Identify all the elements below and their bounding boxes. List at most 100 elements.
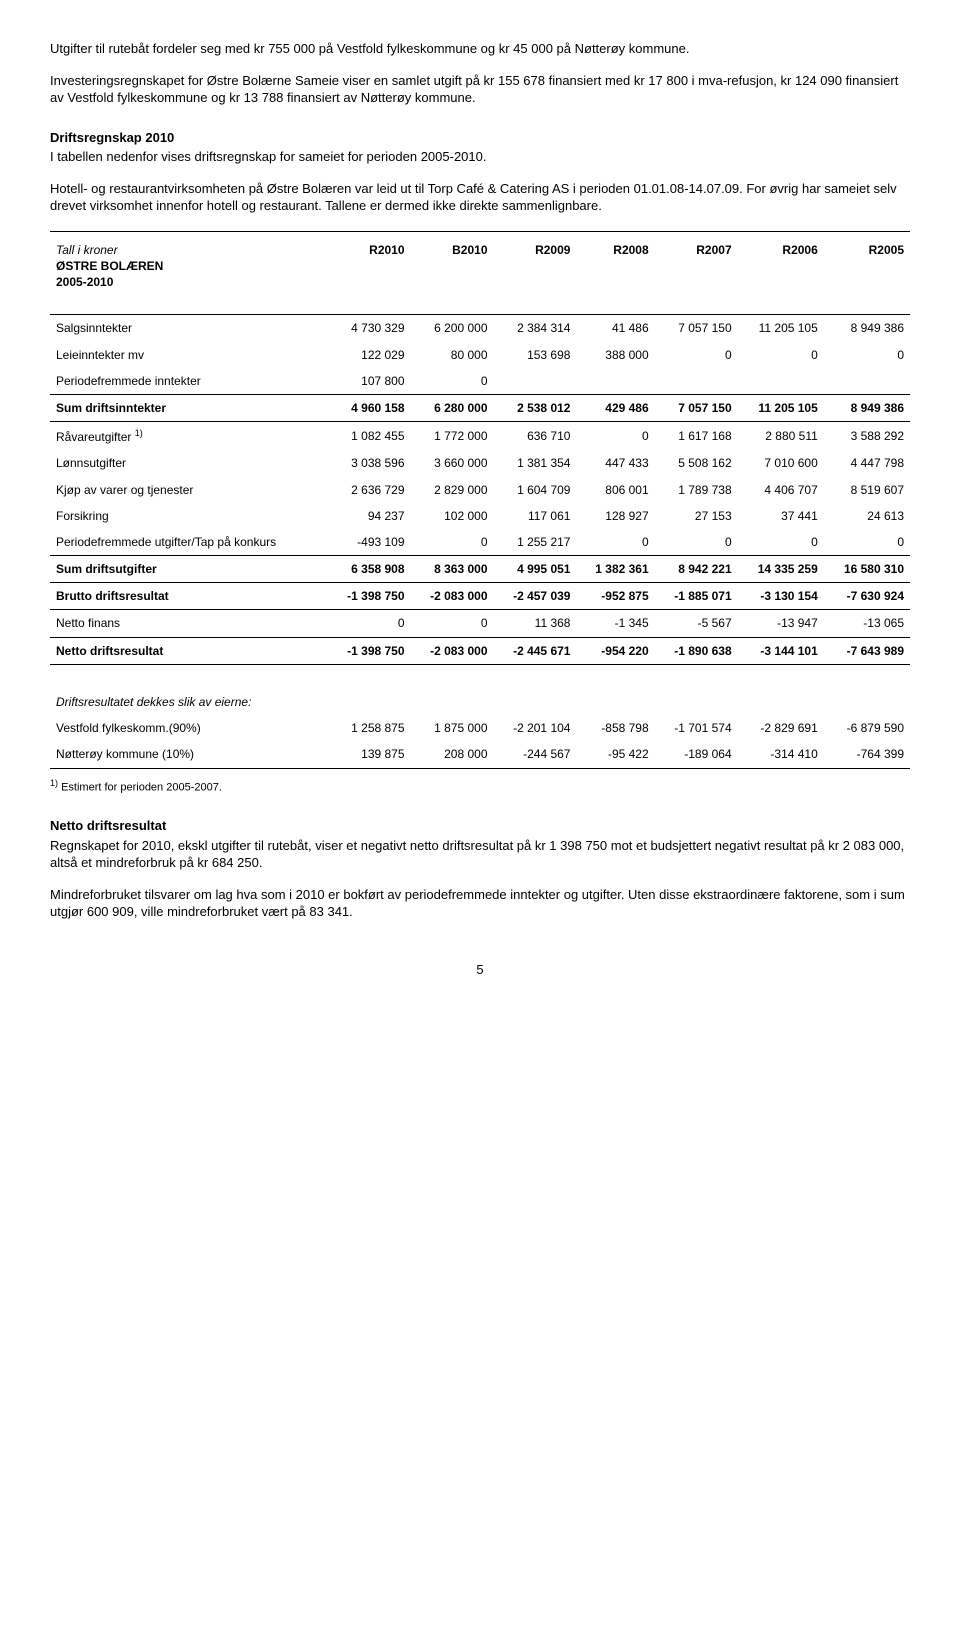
cell: 0 [824, 342, 910, 368]
cell: 117 061 [494, 503, 577, 529]
cell: 1 258 875 [328, 715, 411, 741]
section-2-p2: Mindreforbruket tilsvarer om lag hva som… [50, 886, 910, 921]
row-label: Periodefremmede inntekter [50, 368, 328, 395]
col-b2010: B2010 [411, 231, 494, 315]
col-r2006: R2006 [738, 231, 824, 315]
cell: 153 698 [494, 342, 577, 368]
paragraph-2: Investeringsregnskapet for Østre Bolærne… [50, 72, 910, 107]
cell: 1 875 000 [411, 715, 494, 741]
col-r2007: R2007 [655, 231, 738, 315]
table-row: Lønnsutgifter3 038 5963 660 0001 381 354… [50, 450, 910, 476]
cell: 208 000 [411, 741, 494, 768]
cell: 8 942 221 [655, 556, 738, 583]
cell: -244 567 [494, 741, 577, 768]
cell: -7 643 989 [824, 637, 910, 664]
cell [494, 368, 577, 395]
section-1-p2: Hotell- og restaurantvirksomheten på Øst… [50, 180, 910, 215]
cell: 8 363 000 [411, 556, 494, 583]
cell: 4 730 329 [328, 315, 411, 342]
table-row: Netto finans0011 368-1 345-5 567-13 947-… [50, 610, 910, 637]
header-main: ØSTRE BOLÆREN [56, 259, 163, 273]
section-1-p1: I tabellen nedenfor vises driftsregnskap… [50, 148, 910, 166]
row-sup: 1) [135, 428, 143, 438]
cell: -2 201 104 [494, 715, 577, 741]
cell: 3 660 000 [411, 450, 494, 476]
cell: 94 237 [328, 503, 411, 529]
cell: -764 399 [824, 741, 910, 768]
cell: 80 000 [411, 342, 494, 368]
cell: 11 368 [494, 610, 577, 637]
drifts-table: Tall i kroner ØSTRE BOLÆREN 2005-2010 R2… [50, 231, 910, 769]
cell: -1 701 574 [655, 715, 738, 741]
cell: -13 065 [824, 610, 910, 637]
cell: 8 949 386 [824, 394, 910, 421]
footnote-text: Estimert for perioden 2005-2007. [58, 781, 222, 793]
cell: 41 486 [576, 315, 654, 342]
cell: 27 153 [655, 503, 738, 529]
table-row: Vestfold fylkeskomm.(90%)1 258 8751 875 … [50, 715, 910, 741]
cell: -189 064 [655, 741, 738, 768]
cell: 2 829 000 [411, 477, 494, 503]
row-label: Sum driftsutgifter [50, 556, 328, 583]
cell: -3 130 154 [738, 583, 824, 610]
table-row: Forsikring94 237102 000117 061128 92727 … [50, 503, 910, 529]
header-italic: Tall i kroner [56, 243, 118, 257]
spacer-row [50, 664, 910, 689]
header-left: Tall i kroner ØSTRE BOLÆREN 2005-2010 [50, 231, 328, 315]
cell: 447 433 [576, 450, 654, 476]
cell: -1 890 638 [655, 637, 738, 664]
cell [655, 368, 738, 395]
cell: -2 445 671 [494, 637, 577, 664]
cell: 128 927 [576, 503, 654, 529]
cell [824, 368, 910, 395]
header-sub: 2005-2010 [56, 275, 113, 289]
cell: -954 220 [576, 637, 654, 664]
cell: 16 580 310 [824, 556, 910, 583]
col-r2008: R2008 [576, 231, 654, 315]
cell: 14 335 259 [738, 556, 824, 583]
cell: 4 995 051 [494, 556, 577, 583]
cell: -493 109 [328, 529, 411, 556]
table-row: Salgsinntekter4 730 3296 200 0002 384 31… [50, 315, 910, 342]
cell: -13 947 [738, 610, 824, 637]
section-1-title: Driftsregnskap 2010 [50, 129, 910, 147]
cell: 0 [655, 342, 738, 368]
row-label: Salgsinntekter [50, 315, 328, 342]
cell: 429 486 [576, 394, 654, 421]
cell: 4 960 158 [328, 394, 411, 421]
cell: -858 798 [576, 715, 654, 741]
cell: 1 617 168 [655, 422, 738, 451]
cell: 0 [824, 529, 910, 556]
row-label: Kjøp av varer og tjenester [50, 477, 328, 503]
table-row: Periodefremmede inntekter107 8000 [50, 368, 910, 395]
cell: 6 200 000 [411, 315, 494, 342]
cell: -7 630 924 [824, 583, 910, 610]
row-label: Leieinntekter mv [50, 342, 328, 368]
cell: -952 875 [576, 583, 654, 610]
row-label: Forsikring [50, 503, 328, 529]
cell: 1 381 354 [494, 450, 577, 476]
cell: -1 345 [576, 610, 654, 637]
row-label: Brutto driftsresultat [50, 583, 328, 610]
table-row: Driftsresultatet dekkes slik av eierne: [50, 689, 910, 715]
cell: 102 000 [411, 503, 494, 529]
cell [738, 368, 824, 395]
table-row: Netto driftsresultat-1 398 750-2 083 000… [50, 637, 910, 664]
section-2-p1: Regnskapet for 2010, ekskl utgifter til … [50, 837, 910, 872]
cell: 1 772 000 [411, 422, 494, 451]
cell: 122 029 [328, 342, 411, 368]
cell [576, 368, 654, 395]
cell: 4 447 798 [824, 450, 910, 476]
row-label: Driftsresultatet dekkes slik av eierne: [50, 689, 910, 715]
cell: 0 [411, 368, 494, 395]
cell: 5 508 162 [655, 450, 738, 476]
footnote-sup: 1) [50, 778, 58, 788]
cell: 37 441 [738, 503, 824, 529]
table-footnote: 1) Estimert for perioden 2005-2007. [50, 777, 910, 796]
cell: -5 567 [655, 610, 738, 637]
cell: 8 519 607 [824, 477, 910, 503]
row-label: Råvareutgifter 1) [50, 422, 328, 451]
cell: 7 010 600 [738, 450, 824, 476]
cell: -314 410 [738, 741, 824, 768]
cell: 0 [576, 529, 654, 556]
